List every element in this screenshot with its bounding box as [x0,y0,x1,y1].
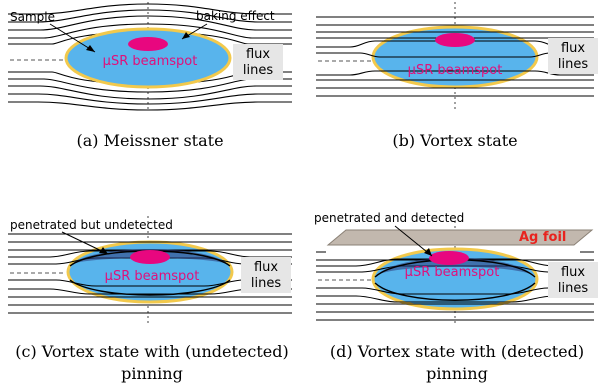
caption-d-line2: pinning [426,364,488,383]
beamspot [435,33,475,47]
beamspot [130,250,170,264]
sample-pointer [49,23,96,53]
flux-label-1: flux [561,41,585,56]
penetrated-detected-label: penetrated and detected [314,211,464,225]
beamspot-label: μSR beamspot [405,265,500,280]
sample [64,27,232,89]
flux-label-2: lines [243,63,273,78]
panel-a: μSR beamspot flux lines Sample baking ef… [8,2,292,150]
undetected-arrowhead [99,247,108,254]
caption-b: (b) Vortex state [392,131,517,150]
flux-label-2: lines [558,281,588,296]
flux-label-box [548,262,598,298]
caption-a: (a) Meissner state [76,131,223,150]
beamspot-label: μSR beamspot [408,63,503,78]
beamspot [429,251,469,265]
flux-label-2: lines [251,276,281,291]
flux-label-box [548,38,598,74]
beamspot-label: μSR beamspot [105,269,200,284]
panel-b: μSR beamspot flux lines (b) Vortex state [316,2,598,150]
flux-label-1: flux [254,260,278,275]
undetected-pointer [61,231,109,255]
sample-label: Sample [10,10,55,24]
caption-c-line2: pinning [121,364,183,383]
baking-arrowhead [182,32,190,39]
flux-label-box [241,257,291,293]
sample-arrowhead [86,45,95,52]
ag-foil-label: Ag foil [519,230,566,245]
baking-effect-label: baking effect [196,9,275,23]
flux-label-box [233,44,283,80]
beamspot-label: μSR beamspot [103,54,198,69]
penetrated-flux-line-lower [374,282,536,301]
panel-c: μSR beamspot flux lines penetrated but u… [8,216,292,383]
penetrated-flux-line-lower [69,279,231,296]
ag-foil [326,229,594,246]
detected-pointer [394,225,433,257]
flux-label-1: flux [246,47,270,62]
caption-c-line1: (c) Vortex state with (undetected) [15,342,289,361]
penetrated-undetected-label: penetrated but undetected [10,218,173,232]
flux-label-1: flux [561,265,585,280]
panel-d: Ag foil μSR beamspot flux lines penetrat… [314,211,598,383]
flux-label-2: lines [558,57,588,72]
beamspot [128,37,168,51]
detected-arrowhead [424,248,432,256]
caption-d-line1: (d) Vortex state with (detected) [330,342,584,361]
